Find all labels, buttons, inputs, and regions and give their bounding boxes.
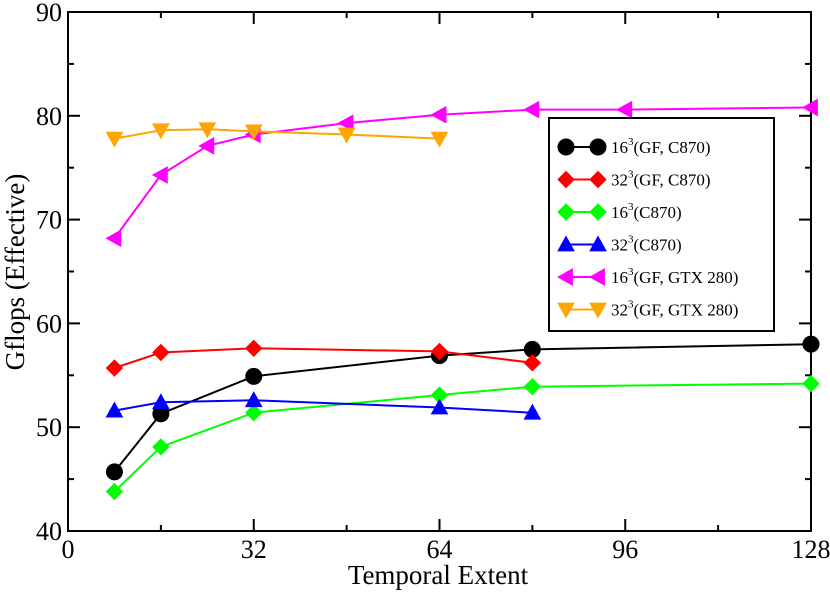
series-line xyxy=(113,382,812,493)
legend-entry: 323(C870) xyxy=(557,234,682,255)
data-point xyxy=(337,127,356,144)
data-point xyxy=(589,235,607,252)
x-axis-title: Temporal Extent xyxy=(348,560,529,590)
x-tick-label: 0 xyxy=(62,535,75,564)
data-point xyxy=(244,391,263,408)
data-point xyxy=(589,203,607,221)
legend-label: 323(C870) xyxy=(611,234,682,255)
legend-label: 163(GF, C870) xyxy=(611,136,711,157)
x-tick-label: 32 xyxy=(241,535,267,564)
data-point xyxy=(152,343,170,362)
legend-entry: 323(GF, GTX 280) xyxy=(557,299,738,320)
data-point xyxy=(523,100,540,119)
data-point xyxy=(801,98,818,117)
data-point xyxy=(198,122,217,139)
x-tick-label: 128 xyxy=(792,535,830,564)
data-point xyxy=(557,170,575,189)
series-2 xyxy=(105,339,542,377)
data-point xyxy=(105,359,124,377)
series-line xyxy=(113,343,812,473)
data-point xyxy=(152,393,170,410)
data-point xyxy=(151,166,168,184)
legend-entry: 163(GF, GTX 280) xyxy=(556,266,738,287)
data-point xyxy=(588,268,605,286)
data-point xyxy=(589,302,607,319)
y-tick-label: 60 xyxy=(36,309,62,338)
data-point xyxy=(802,374,820,393)
data-point xyxy=(557,235,575,252)
legend-label: 163(GF, GTX 280) xyxy=(611,266,738,287)
data-point xyxy=(589,138,607,156)
y-tick-label: 50 xyxy=(36,413,62,442)
data-point xyxy=(523,378,542,396)
data-point xyxy=(105,463,123,481)
data-point xyxy=(557,302,575,319)
data-point xyxy=(430,398,449,415)
x-tick-label: 64 xyxy=(427,535,453,564)
data-point xyxy=(152,438,170,456)
legend-label: 163(C870) xyxy=(611,201,682,222)
data-point xyxy=(523,403,542,420)
legend-entry: 323(GF, C870) xyxy=(557,169,711,190)
legend-label: 323(GF, C870) xyxy=(611,169,711,190)
legend-entry: 163(GF, C870) xyxy=(557,136,711,157)
series-line xyxy=(114,347,533,369)
y-tick-label: 90 xyxy=(36,0,62,27)
x-tick-label: 96 xyxy=(612,535,638,564)
legend-label: 323(GF, GTX 280) xyxy=(611,299,738,320)
data-point xyxy=(557,203,575,221)
legend-box xyxy=(548,117,775,332)
series-3 xyxy=(105,374,820,501)
data-point xyxy=(430,131,449,148)
data-point xyxy=(105,482,124,501)
data-point xyxy=(198,137,215,155)
y-tick-label: 70 xyxy=(36,206,62,235)
data-point xyxy=(556,268,573,286)
data-point xyxy=(244,124,263,141)
data-point xyxy=(557,138,575,156)
data-point xyxy=(105,131,124,148)
data-point xyxy=(802,335,820,353)
data-point xyxy=(105,401,124,418)
data-point xyxy=(430,342,449,361)
data-point xyxy=(245,403,263,422)
y-tick-label: 40 xyxy=(36,517,62,546)
data-point xyxy=(245,367,263,385)
y-axis-title: Gflops (Effective) xyxy=(0,174,30,371)
data-point xyxy=(105,229,122,248)
data-point xyxy=(430,105,447,124)
series-6 xyxy=(105,122,449,148)
y-tick-label: 80 xyxy=(36,102,62,131)
series-line xyxy=(114,128,440,140)
data-point xyxy=(337,114,354,132)
legend-entry: 163(C870) xyxy=(557,201,682,222)
data-point xyxy=(152,123,170,140)
data-point xyxy=(245,339,263,358)
data-point xyxy=(589,170,607,189)
series-4 xyxy=(105,391,542,420)
data-point xyxy=(616,100,633,119)
data-point xyxy=(523,354,542,372)
